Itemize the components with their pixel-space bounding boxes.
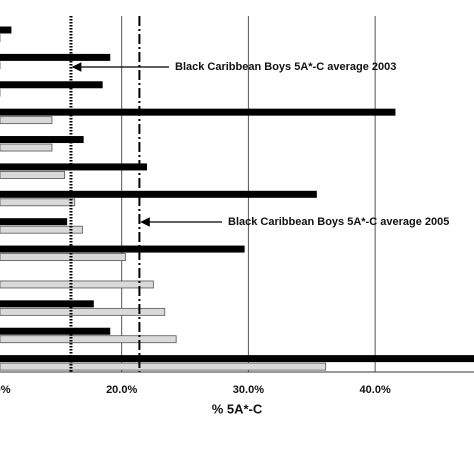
annotation: Black Caribbean Boys 5A*-C average 2003 xyxy=(175,61,396,73)
bar xyxy=(0,171,66,179)
bar xyxy=(0,245,245,253)
bar xyxy=(0,218,68,226)
bar xyxy=(0,26,12,34)
bar xyxy=(0,163,148,171)
bar xyxy=(0,81,103,89)
bar xyxy=(0,307,166,316)
bar xyxy=(0,136,84,144)
bar xyxy=(0,53,111,61)
bar xyxy=(0,198,76,207)
x-tick-label: 30.0% xyxy=(233,384,264,396)
bar xyxy=(0,355,474,363)
bar xyxy=(0,143,53,152)
annotation: Black Caribbean Boys 5A*-C average 2005 xyxy=(228,216,449,228)
bar xyxy=(0,327,111,335)
x-axis-label: % 5A*-C xyxy=(212,401,263,416)
x-tick-label: 40.0% xyxy=(360,384,391,396)
bar xyxy=(0,116,53,125)
bar xyxy=(0,253,126,261)
x-tick-label: 10.0% xyxy=(0,384,11,396)
x-tick-label: 20.0% xyxy=(106,384,137,396)
bar xyxy=(0,335,177,344)
bar xyxy=(0,362,327,371)
bar xyxy=(0,108,396,116)
bar xyxy=(0,190,317,198)
bar xyxy=(0,300,94,308)
bar xyxy=(0,280,154,289)
bar xyxy=(0,225,83,234)
